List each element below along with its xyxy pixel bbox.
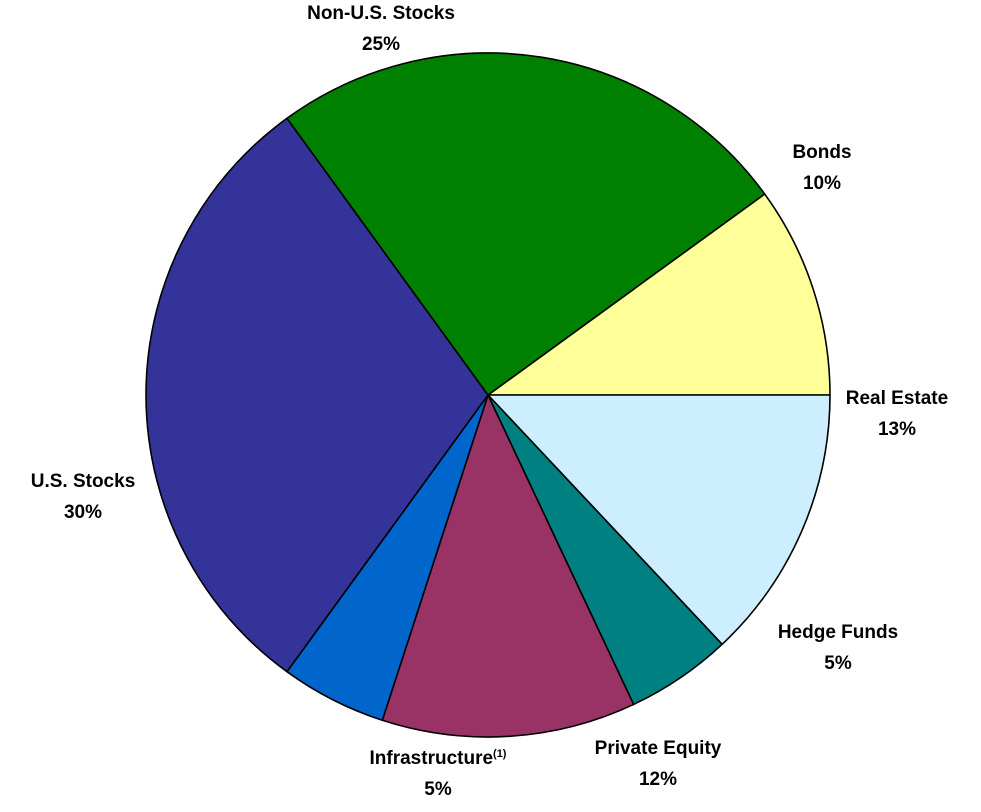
slice-value: 13% xyxy=(878,419,916,440)
slice-name: Hedge Funds xyxy=(778,622,898,643)
footnote-marker: (1) xyxy=(493,748,507,760)
slice-label-bonds: Bonds 10% xyxy=(792,142,851,194)
pie-slice-bonds xyxy=(487,193,831,396)
slice-value: 10% xyxy=(803,173,841,194)
slice-value: 5% xyxy=(824,653,852,674)
slice-label-hedge-funds: Hedge Funds 5% xyxy=(778,622,898,674)
pie-slice-private-equity xyxy=(381,394,635,738)
slice-label-non-u-s-stocks: Non-U.S. Stocks 25% xyxy=(307,3,455,55)
slice-value: 5% xyxy=(424,779,452,800)
pie-slice-non-u-s-stocks xyxy=(286,52,766,396)
slice-label-infrastructure: Infrastructure(1) 5% xyxy=(370,748,507,800)
slice-label-u-s-stocks: U.S. Stocks 30% xyxy=(31,471,136,523)
slice-value: 30% xyxy=(64,502,102,523)
slice-label-real-estate: Real Estate 13% xyxy=(846,388,948,440)
slice-value: 12% xyxy=(639,769,677,790)
slice-name: Real Estate xyxy=(846,388,948,409)
slices-layer xyxy=(145,52,831,738)
slice-value: 25% xyxy=(362,34,400,55)
slice-name: Private Equity xyxy=(595,738,722,759)
slice-name: U.S. Stocks xyxy=(31,471,136,492)
labels-layer: Bonds 10% Real Estate 13% Hedge Funds 5% Priva… xyxy=(31,3,949,800)
slice-name: Non-U.S. Stocks xyxy=(307,3,455,24)
slice-name: Infrastructure xyxy=(370,748,494,769)
pie-slice-real-estate xyxy=(487,394,831,646)
slice-label-private-equity: Private Equity 12% xyxy=(595,738,722,790)
pie-slice-u-s-stocks xyxy=(145,117,489,673)
slice-name: Bonds xyxy=(792,142,851,163)
